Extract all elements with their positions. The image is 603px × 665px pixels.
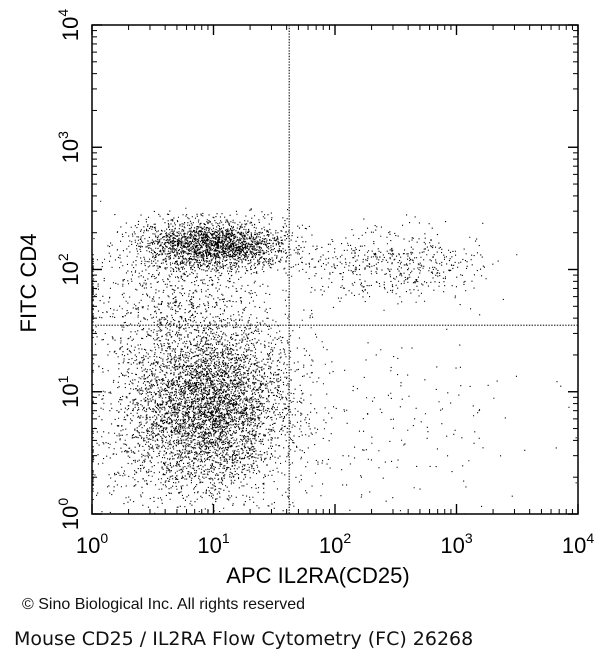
plot-frame: [91, 24, 579, 515]
x-axis-ticks: 100 101 102 103 104: [76, 25, 594, 558]
figure-caption: Mouse CD25 / IL2RA Flow Cytometry (FC) 2…: [14, 628, 474, 650]
y-tick-label: 100: [55, 498, 83, 530]
x-tick-label: 100: [76, 530, 108, 558]
copyright-notice: © Sino Biological Inc. All rights reserv…: [22, 596, 306, 613]
y-tick-label: 104: [55, 9, 83, 41]
x-tick-label: 102: [319, 530, 351, 558]
x-tick-label: 104: [562, 530, 594, 558]
y-tick-label: 101: [55, 375, 83, 407]
y-axis-label: FITC CD4: [16, 234, 41, 333]
cell-population-1: [92, 235, 369, 515]
x-axis-label: APC IL2RA(CD25): [226, 563, 409, 588]
scatter-points: [92, 200, 577, 515]
quadrant-gates: [92, 25, 578, 514]
y-tick-label: 103: [55, 131, 83, 163]
x-tick-label: 103: [440, 530, 472, 558]
cell-population-2: [92, 207, 354, 305]
flow-cytometry-dot-plot: 100 101 102 103 104 100 101 102 103 104 APC IL2R…: [16, 9, 594, 588]
y-axis-ticks: 100 101 102 103 104: [55, 9, 578, 530]
x-tick-label: 101: [197, 530, 229, 558]
cell-population-3: [171, 214, 518, 316]
y-tick-label: 102: [55, 253, 83, 285]
minor-ticks: [92, 25, 578, 514]
